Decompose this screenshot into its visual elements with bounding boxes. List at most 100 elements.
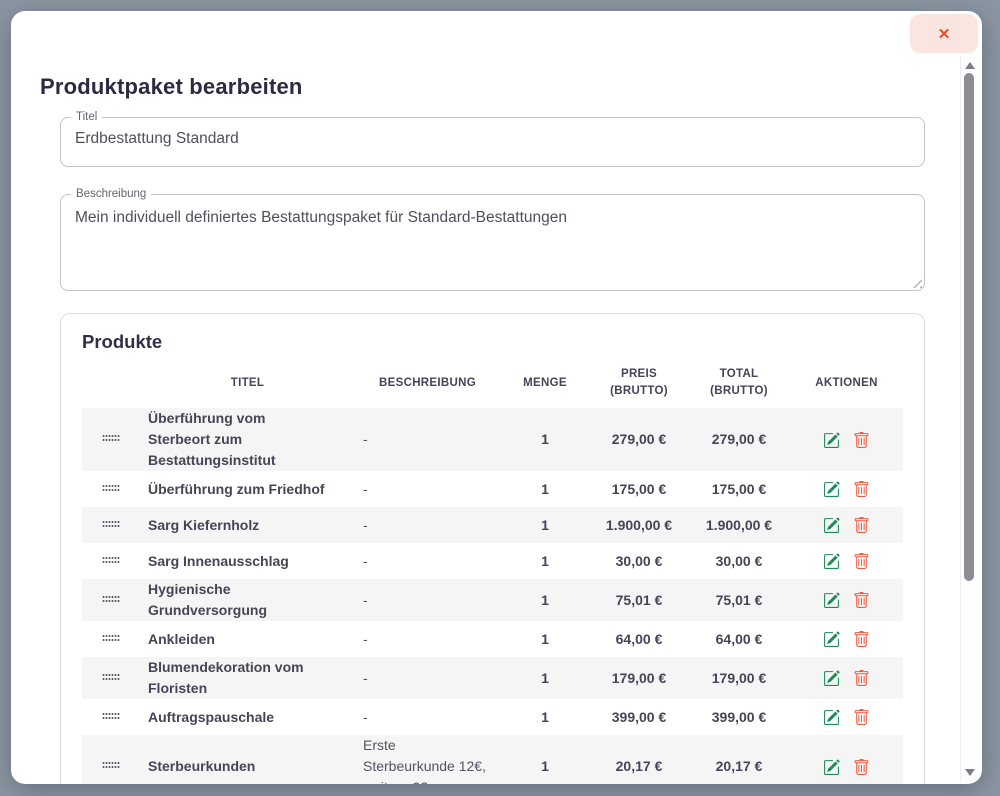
edit-product-button[interactable] bbox=[818, 432, 845, 449]
edit-product-button[interactable] bbox=[818, 481, 845, 498]
product-title: Ankleiden bbox=[148, 630, 215, 647]
drag-handle-icon[interactable] bbox=[102, 482, 120, 494]
product-price: 279,00 € bbox=[611, 431, 667, 447]
product-title: Sterbeurkunden bbox=[148, 758, 256, 774]
delete-product-button[interactable] bbox=[848, 481, 875, 498]
column-header-total: TOTAL (BRUTTO) bbox=[710, 368, 768, 397]
trash-icon bbox=[855, 631, 869, 648]
delete-product-button[interactable] bbox=[848, 670, 875, 687]
pencil-square-icon bbox=[823, 631, 840, 648]
drag-handle-icon[interactable] bbox=[102, 710, 120, 722]
trash-icon bbox=[855, 592, 869, 609]
trash-icon bbox=[855, 758, 869, 775]
product-price: 20,17 € bbox=[615, 758, 663, 774]
table-row: Sterbeurkunden Erste Sterbeurkunde 12€, … bbox=[82, 735, 903, 784]
table-row: Hygienische Grundversorgung - 1 75,01 € … bbox=[82, 579, 903, 621]
table-row: Blumendekoration vom Floristen - 1 179,0… bbox=[82, 657, 903, 699]
table-header-row: TITEL BESCHREIBUNG MENGE PREIS (BRUTTO) … bbox=[82, 362, 903, 408]
column-header-title: TITEL bbox=[230, 376, 265, 389]
close-dialog-button[interactable]: ✕ bbox=[910, 14, 978, 53]
product-title: Hygienische Grundversorgung bbox=[148, 581, 268, 618]
pencil-square-icon bbox=[823, 592, 840, 609]
product-price: 30,00 € bbox=[615, 552, 663, 569]
scrollbar-thumb[interactable] bbox=[964, 73, 974, 581]
product-title: Blumendekoration vom Floristen bbox=[148, 659, 304, 696]
product-total: 64,00 € bbox=[715, 630, 763, 647]
pencil-square-icon bbox=[823, 670, 840, 687]
edit-product-button[interactable] bbox=[818, 709, 845, 726]
product-quantity: 1 bbox=[541, 516, 549, 533]
product-title: Überführung vom Sterbeort zum Bestattung… bbox=[148, 410, 276, 468]
product-description: - bbox=[363, 480, 368, 497]
drag-handle-icon[interactable] bbox=[102, 759, 120, 771]
drag-handle-icon[interactable] bbox=[102, 593, 120, 605]
edit-product-button[interactable] bbox=[818, 517, 845, 534]
description-field-label: Beschreibung bbox=[71, 187, 152, 202]
column-header-qty: MENGE bbox=[523, 376, 567, 389]
product-total: 279,00 € bbox=[711, 431, 767, 447]
edit-product-button[interactable] bbox=[818, 670, 845, 687]
product-title: Sarg Kiefernholz bbox=[148, 516, 260, 533]
trash-icon bbox=[855, 517, 869, 534]
product-total: 399,00 € bbox=[711, 708, 767, 725]
product-total: 1.900,00 € bbox=[705, 516, 773, 533]
delete-product-button[interactable] bbox=[848, 758, 875, 776]
edit-product-button[interactable] bbox=[818, 592, 845, 609]
product-quantity: 1 bbox=[541, 591, 549, 608]
product-total: 179,00 € bbox=[711, 669, 767, 686]
product-quantity: 1 bbox=[541, 669, 549, 686]
edit-product-button[interactable] bbox=[818, 759, 845, 776]
delete-product-button[interactable] bbox=[848, 431, 875, 449]
delete-product-button[interactable] bbox=[848, 631, 875, 648]
product-title: Auftragspauschale bbox=[148, 708, 275, 725]
trash-icon bbox=[855, 553, 869, 570]
product-total: 75,01 € bbox=[715, 591, 763, 608]
textarea-resize-handle[interactable] bbox=[911, 277, 922, 288]
product-title: Sarg Innenausschlag bbox=[148, 552, 289, 569]
trash-icon bbox=[855, 709, 869, 726]
description-textarea[interactable]: Mein individuell definiertes Bestattungs… bbox=[61, 195, 924, 290]
pencil-square-icon bbox=[823, 709, 840, 726]
delete-product-button[interactable] bbox=[848, 517, 875, 534]
trash-icon bbox=[855, 481, 869, 498]
pencil-square-icon bbox=[823, 481, 840, 498]
drag-handle-icon[interactable] bbox=[102, 518, 120, 530]
scrollbar-down-arrow-icon[interactable] bbox=[964, 769, 975, 776]
product-total: 20,17 € bbox=[715, 758, 763, 774]
product-description: - bbox=[363, 630, 368, 647]
product-price: 75,01 € bbox=[615, 591, 663, 608]
scrollbar-up-arrow-icon[interactable] bbox=[964, 62, 975, 69]
edit-product-button[interactable] bbox=[818, 631, 845, 648]
trash-icon bbox=[855, 670, 869, 687]
delete-product-button[interactable] bbox=[848, 553, 875, 570]
product-description: Erste Sterbeurkunde 12€, weitere 6€ bbox=[363, 737, 486, 784]
title-field-wrapper: Titel bbox=[60, 110, 925, 167]
product-quantity: 1 bbox=[541, 431, 549, 447]
product-description: - bbox=[363, 708, 368, 725]
column-header-price: PREIS (BRUTTO) bbox=[610, 368, 668, 397]
title-input[interactable] bbox=[61, 118, 924, 166]
edit-product-button[interactable] bbox=[818, 553, 845, 570]
form-fields: Titel Beschreibung Mein individuell defi… bbox=[60, 110, 925, 784]
products-table-body: Überführung vom Sterbeort zum Bestattung… bbox=[82, 408, 903, 784]
delete-product-button[interactable] bbox=[848, 592, 875, 609]
drag-handle-icon[interactable] bbox=[102, 554, 120, 566]
product-description: - bbox=[363, 552, 368, 569]
pencil-square-icon bbox=[823, 553, 840, 570]
delete-product-button[interactable] bbox=[848, 709, 875, 726]
drag-handle-icon[interactable] bbox=[102, 632, 120, 644]
product-description: - bbox=[363, 431, 368, 447]
dialog-scrollbar-track[interactable] bbox=[960, 57, 978, 781]
table-row: Überführung zum Friedhof - 1 175,00 € 17… bbox=[82, 471, 903, 507]
table-row: Sarg Innenausschlag - 1 30,00 € 30,00 € bbox=[82, 543, 903, 579]
drag-handle-icon[interactable] bbox=[102, 432, 120, 444]
column-header-drag bbox=[82, 362, 140, 408]
description-field-wrapper: Beschreibung Mein individuell definierte… bbox=[60, 187, 925, 291]
product-description: - bbox=[363, 516, 368, 533]
product-total: 30,00 € bbox=[715, 552, 763, 569]
product-quantity: 1 bbox=[541, 708, 549, 725]
drag-handle-icon[interactable] bbox=[102, 671, 120, 683]
products-table: TITEL BESCHREIBUNG MENGE PREIS (BRUTTO) … bbox=[82, 362, 903, 784]
product-title: Überführung zum Friedhof bbox=[148, 480, 325, 497]
